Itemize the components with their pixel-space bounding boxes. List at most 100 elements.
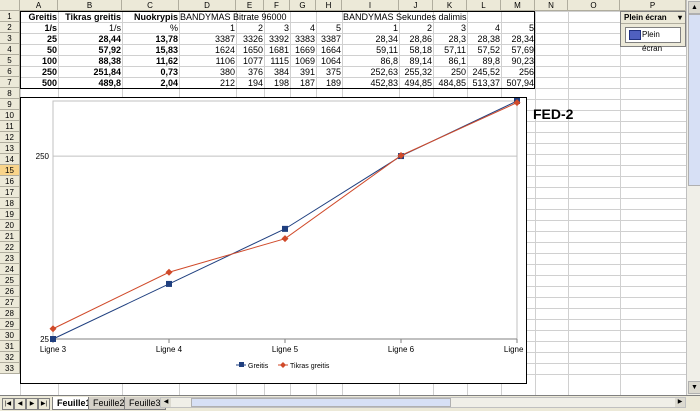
cell-e7[interactable]: 194: [247, 78, 263, 88]
cell-c2[interactable]: %: [169, 23, 178, 33]
cell-h7[interactable]: 189: [325, 78, 341, 88]
row-header-22[interactable]: 22: [0, 242, 20, 253]
cell-i1[interactable]: BANDYMAS Sekundes dalimis: [343, 12, 467, 22]
cell-b3[interactable]: 28,44: [98, 34, 121, 44]
row-header-32[interactable]: 32: [0, 352, 20, 363]
row-header-1[interactable]: 1: [0, 11, 20, 22]
cell-d3[interactable]: 3387: [214, 34, 235, 44]
cell-a7[interactable]: 500: [41, 78, 57, 88]
scroll-up-icon[interactable]: ▲: [688, 1, 700, 14]
cell-j5[interactable]: 89,14: [409, 56, 432, 66]
cell-e2[interactable]: 2: [257, 23, 263, 33]
cell-i2[interactable]: 1: [392, 23, 398, 33]
cell-f6[interactable]: 384: [273, 67, 289, 77]
column-header-l[interactable]: L: [467, 0, 501, 11]
row-header-33[interactable]: 33: [0, 363, 20, 374]
column-header-p[interactable]: P: [620, 0, 686, 11]
cell-h3[interactable]: 3387: [320, 34, 341, 44]
column-header-m[interactable]: M: [501, 0, 535, 11]
cell-b2[interactable]: 1/s: [108, 23, 121, 33]
cell-e5[interactable]: 1077: [242, 56, 263, 66]
row-header-17[interactable]: 17: [0, 187, 20, 198]
cell-k7[interactable]: 484,85: [438, 78, 466, 88]
row-header-27[interactable]: 27: [0, 297, 20, 308]
cell-l2[interactable]: 4: [494, 23, 500, 33]
fed2-label[interactable]: FED-2: [533, 106, 574, 122]
vertical-scrollbar[interactable]: ▲ ▼: [686, 0, 700, 395]
cell-g6[interactable]: 391: [299, 67, 315, 77]
cell-b5[interactable]: 88,38: [98, 56, 121, 66]
cell-m2[interactable]: 5: [528, 23, 534, 33]
cell-c4[interactable]: 15,83: [155, 45, 178, 55]
row-header-31[interactable]: 31: [0, 341, 20, 352]
cell-j3[interactable]: 28,86: [409, 34, 432, 44]
row-header-26[interactable]: 26: [0, 286, 20, 297]
next-sheet-icon[interactable]: ▶: [26, 398, 38, 410]
row-header-30[interactable]: 30: [0, 330, 20, 341]
cell-h5[interactable]: 1064: [320, 56, 341, 66]
horizontal-scrollbar[interactable]: ◀ ▶: [160, 397, 686, 408]
cell-h2[interactable]: 5: [335, 23, 341, 33]
cell-k3[interactable]: 28,3: [448, 34, 466, 44]
row-header-24[interactable]: 24: [0, 264, 20, 275]
cell-c3[interactable]: 13,78: [155, 34, 178, 44]
row-header-18[interactable]: 18: [0, 198, 20, 209]
column-header-g[interactable]: G: [290, 0, 316, 11]
row-header-9[interactable]: 9: [0, 99, 20, 110]
row-header-25[interactable]: 25: [0, 275, 20, 286]
cell-c5[interactable]: 11,62: [155, 56, 178, 66]
cell-k4[interactable]: 57,11: [444, 45, 466, 55]
cell-i4[interactable]: 59,11: [376, 45, 398, 55]
column-header-d[interactable]: D: [179, 0, 236, 11]
scroll-left-icon[interactable]: ◀: [161, 398, 171, 407]
cell-d6[interactable]: 380: [219, 67, 235, 77]
cell-c6[interactable]: 0,73: [160, 67, 178, 77]
row-header-20[interactable]: 20: [0, 220, 20, 231]
cell-m5[interactable]: 90,23: [511, 56, 534, 66]
cell-a2[interactable]: 1/s: [44, 23, 57, 33]
column-header-c[interactable]: C: [122, 0, 179, 11]
cell-g4[interactable]: 1669: [294, 45, 315, 55]
row-header-11[interactable]: 11: [0, 121, 20, 132]
row-header-10[interactable]: 10: [0, 110, 20, 121]
cell-a5[interactable]: 100: [41, 56, 57, 66]
cell-g3[interactable]: 3383: [294, 34, 315, 44]
cell-l6[interactable]: 245,52: [472, 67, 500, 77]
row-header-6[interactable]: 6: [0, 66, 20, 77]
cell-l5[interactable]: 89,8: [482, 56, 500, 66]
row-header-2[interactable]: 2: [0, 22, 20, 33]
toolbar-title[interactable]: Plein écran ▾: [621, 12, 685, 24]
cell-h6[interactable]: 375: [325, 67, 341, 77]
cell-b7[interactable]: 489,8: [98, 78, 121, 88]
select-all-corner[interactable]: [0, 0, 20, 11]
cell-l3[interactable]: 28,38: [477, 34, 500, 44]
cell-i3[interactable]: 28,34: [375, 34, 398, 44]
cell-e4[interactable]: 1650: [242, 45, 263, 55]
cell-a6[interactable]: 250: [41, 67, 57, 77]
cell-c1[interactable]: Nuokrypis: [133, 12, 178, 22]
row-header-4[interactable]: 4: [0, 44, 20, 55]
cell-k5[interactable]: 86,1: [448, 56, 466, 66]
dropdown-arrow-icon[interactable]: ▾: [677, 13, 682, 22]
cell-m3[interactable]: 28,34: [511, 34, 534, 44]
row-header-13[interactable]: 13: [0, 143, 20, 154]
cell-a4[interactable]: 50: [46, 45, 57, 55]
cell-k2[interactable]: 3: [460, 23, 466, 33]
cell-i6[interactable]: 252,63: [370, 67, 398, 77]
row-header-5[interactable]: 5: [0, 55, 20, 66]
row-header-29[interactable]: 29: [0, 319, 20, 330]
cell-e6[interactable]: 376: [247, 67, 263, 77]
cell-f3[interactable]: 3392: [268, 34, 289, 44]
cell-k6[interactable]: 250: [450, 67, 466, 77]
cell-m4[interactable]: 57,69: [511, 45, 534, 55]
cell-b6[interactable]: 251,84: [93, 67, 121, 77]
cell-i7[interactable]: 452,83: [370, 78, 398, 88]
row-header-23[interactable]: 23: [0, 253, 20, 264]
cell-a3[interactable]: 25: [46, 34, 57, 44]
prev-sheet-icon[interactable]: ◀: [14, 398, 26, 410]
cell-m6[interactable]: 256: [518, 67, 534, 77]
column-header-e[interactable]: E: [236, 0, 264, 11]
cell-f4[interactable]: 1681: [268, 45, 289, 55]
cell-i5[interactable]: 86,8: [380, 56, 398, 66]
column-header-b[interactable]: B: [58, 0, 122, 11]
